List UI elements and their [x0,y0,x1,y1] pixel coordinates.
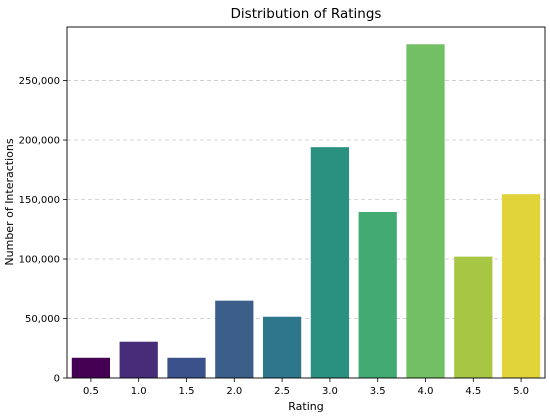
plot-frame [66,26,546,379]
x-tick-label: 1.0 [131,386,147,397]
gridlines [67,80,545,319]
x-tick-label: 2.0 [226,386,242,397]
x-tick-label: 0.5 [83,386,99,397]
chart-title: Distribution of Ratings [231,6,382,22]
y-tick-label: 0 [54,374,60,385]
bar [71,357,111,378]
x-axis-ticks: 0.5 1.0 1.5 2.0 2.5 3.0 3.5 4.0 4.5 5.0 [83,378,529,397]
x-tick-label: 2.5 [274,386,290,397]
x-tick-label: 1.5 [179,386,195,397]
bar [167,357,206,378]
x-tick-label: 5.0 [513,386,529,397]
y-tick-label: 50,000 [25,314,60,325]
y-axis-ticks: 0 50,000 100,000 150,000 200,000 250,000 [19,76,67,385]
bar [310,147,350,378]
x-tick-label: 4.5 [465,386,481,397]
y-tick-label: 250,000 [19,76,60,87]
bar [406,44,445,379]
bar [119,341,158,378]
x-tick-label: 3.0 [322,386,338,397]
x-tick-label: 3.5 [370,386,386,397]
y-tick-label: 150,000 [19,195,60,206]
y-tick-label: 100,000 [19,255,60,266]
bar [262,316,302,378]
bar [358,212,397,378]
bar [215,300,254,378]
x-axis-label: Rating [288,400,323,413]
bar [501,194,541,378]
x-tick-label: 4.0 [418,386,434,397]
bars [71,44,541,379]
bar [454,256,493,378]
y-axis-label: Number of Interactions [3,138,16,265]
y-tick-label: 200,000 [19,136,60,147]
